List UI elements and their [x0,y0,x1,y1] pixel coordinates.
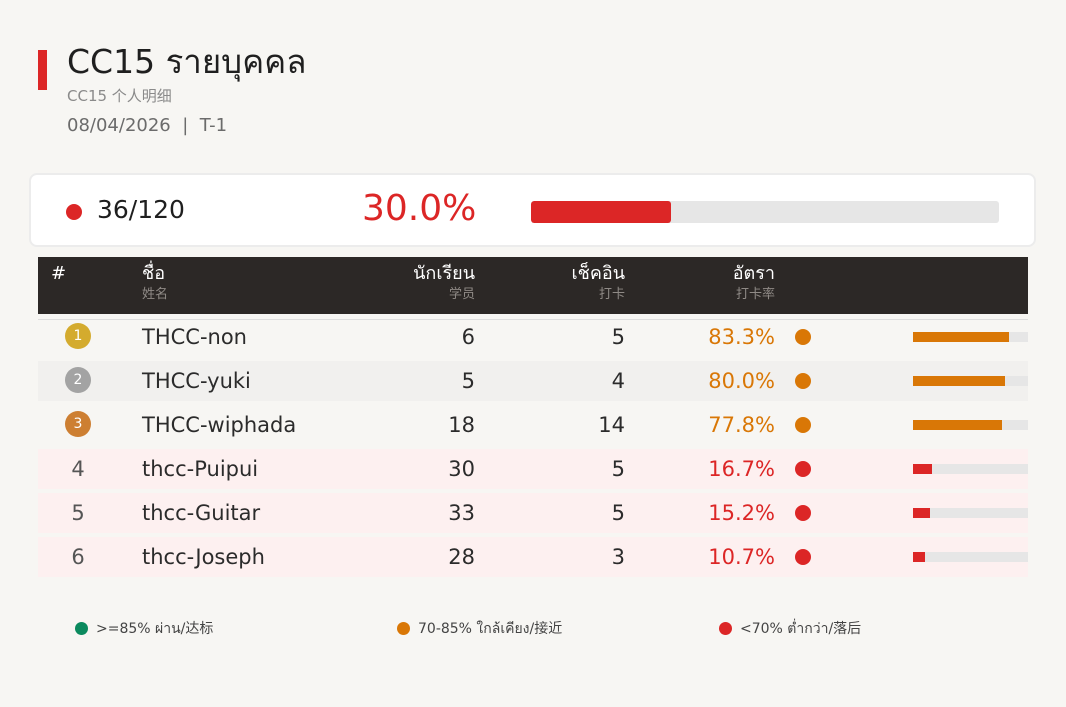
header-checkin-sublabel: 打卡 [598,287,625,302]
legend-near: 70-85% ใกล้เคียง/接近 [397,618,562,640]
legend-pass-dot [75,622,88,635]
rate-bar-track [913,508,1028,518]
checkin-rate: 15.2% [708,501,775,525]
students-count: 18 [448,413,475,437]
header-rank-label: # [51,263,67,284]
legend-behind-label: <70% ต่ำกว่า/落后 [740,621,862,637]
rank-number: 6 [71,545,85,569]
header-divider [38,319,1028,320]
table-row: 1 THCC-non 6 5 83.3% [38,317,1028,357]
status-dot [795,373,811,389]
status-dot [795,505,811,521]
header-rate-sublabel: 打卡率 [735,287,775,302]
table-row: 2 THCC-yuki 5 4 80.0% [38,361,1028,401]
page-subtitle: CC15 个人明细 [67,87,172,105]
summary-progress-fill [531,201,672,223]
date-line: 08/04/2026 | T-1 [67,115,227,136]
member-name: thcc-Joseph [142,545,265,569]
header-checkin-label: เช็คอิน [571,263,625,284]
legend-near-dot [397,622,410,635]
checkin-count: 5 [611,457,625,481]
legend-behind: <70% ต่ำกว่า/落后 [719,618,861,640]
header-rate: อัตรา 打卡率 [675,262,775,304]
header-checkin: เช็คอิน 打卡 [525,262,625,304]
report-period: T-1 [199,115,228,136]
rank-medal-gold: 1 [65,323,91,349]
checkin-count: 5 [611,325,625,349]
member-name: THCC-non [142,325,247,349]
checkin-count: 5 [611,501,625,525]
rank-number: 5 [71,501,85,525]
rate-bar-track [913,552,1028,562]
checkin-rate: 10.7% [708,545,775,569]
summary-progress-track [531,201,999,223]
header-name-sublabel: 姓名 [142,287,169,302]
rate-bar-fill [913,376,1005,386]
header-name: ชื่อ 姓名 [142,262,168,304]
rank-number: 4 [71,457,85,481]
rank-medal-silver: 2 [65,367,91,393]
date-separator: | [182,115,189,136]
legend-pass-label: >=85% ผ่าน/达标 [96,621,214,637]
rate-bar-track [913,464,1028,474]
header-students: นักเรียน 学员 [375,262,475,304]
rate-bar-track [913,420,1028,430]
checkin-rate: 80.0% [708,369,775,393]
report-date: 08/04/2026 [67,115,171,136]
summary-count: 36/120 [97,195,185,224]
table-row: 6 thcc-Joseph 28 3 10.7% [38,537,1028,577]
summary-percent: 30.0% [362,188,477,229]
checkin-count: 3 [611,545,625,569]
status-dot [795,329,811,345]
member-name: thcc-Guitar [142,501,261,525]
checkin-rate: 77.8% [708,413,775,437]
students-count: 28 [448,545,475,569]
header-students-label: นักเรียน [413,263,475,284]
checkin-rate: 16.7% [708,457,775,481]
rate-bar-fill [913,508,930,518]
table-row: 5 thcc-Guitar 33 5 15.2% [38,493,1028,533]
rate-bar-fill [913,552,925,562]
rate-bar-fill [913,332,1009,342]
rate-bar-track [913,332,1028,342]
checkin-count: 14 [598,413,625,437]
status-dot [795,417,811,433]
students-count: 33 [448,501,475,525]
header-rank: # [51,262,66,286]
rate-bar-fill [913,420,1002,430]
header-students-sublabel: 学员 [448,287,475,302]
member-name: THCC-yuki [142,369,251,393]
page-title: CC15 รายบุคคล [67,42,307,81]
summary-card: 36/120 30.0% [29,173,1036,247]
students-count: 6 [461,325,475,349]
legend-pass: >=85% ผ่าน/达标 [75,618,213,640]
title-accent-bar [38,50,47,90]
students-count: 30 [448,457,475,481]
status-dot [795,461,811,477]
rank-medal-bronze: 3 [65,411,91,437]
checkin-rate: 83.3% [708,325,775,349]
table-header: # ชื่อ 姓名 นักเรียน 学员 เช็คอิน 打卡 อัตรา 打… [38,257,1028,314]
checkin-count: 4 [611,369,625,393]
member-name: thcc-Puipui [142,457,259,481]
header-rate-label: อัตรา [732,263,775,284]
member-name: THCC-wiphada [142,413,297,437]
students-count: 5 [461,369,475,393]
legend-behind-dot [719,622,732,635]
rate-bar-fill [913,464,932,474]
table-row: 3 THCC-wiphada 18 14 77.8% [38,405,1028,445]
table-row: 4 thcc-Puipui 30 5 16.7% [38,449,1028,489]
rate-bar-track [913,376,1028,386]
header-name-label: ชื่อ [142,263,166,284]
legend-near-label: 70-85% ใกล้เคียง/接近 [418,621,563,637]
summary-status-dot [66,204,82,220]
status-dot [795,549,811,565]
